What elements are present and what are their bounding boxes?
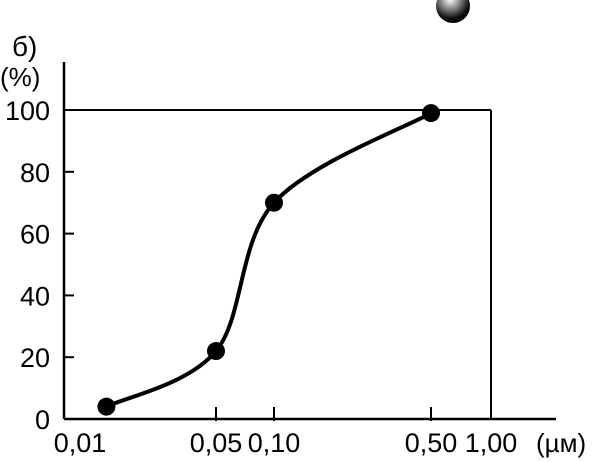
- panel-label: б): [12, 31, 37, 62]
- series-curve: [105, 111, 432, 409]
- y-tick-label: 100: [5, 96, 50, 126]
- y-axis-label: (%): [0, 62, 40, 92]
- x-tick-label: 0,01: [54, 428, 107, 458]
- x-tick-label: 0,10: [248, 428, 301, 458]
- data-point: [97, 397, 116, 416]
- x-tick-label: 0,05: [190, 428, 243, 458]
- data-point: [265, 193, 283, 212]
- y-tick-label: 20: [20, 343, 50, 373]
- data-point: [207, 342, 225, 361]
- x-tick-label: 1,00: [465, 428, 518, 458]
- y-tick-label: 60: [20, 220, 50, 250]
- y-tick-label: 0: [35, 405, 50, 435]
- y-tick-label: 40: [20, 281, 50, 311]
- x-axis-label: (µм): [536, 428, 586, 458]
- data-point: [422, 104, 440, 123]
- y-tick-label: 80: [20, 158, 50, 188]
- x-tick-label: 0,50: [405, 428, 458, 458]
- sphere-icon: [436, 0, 470, 23]
